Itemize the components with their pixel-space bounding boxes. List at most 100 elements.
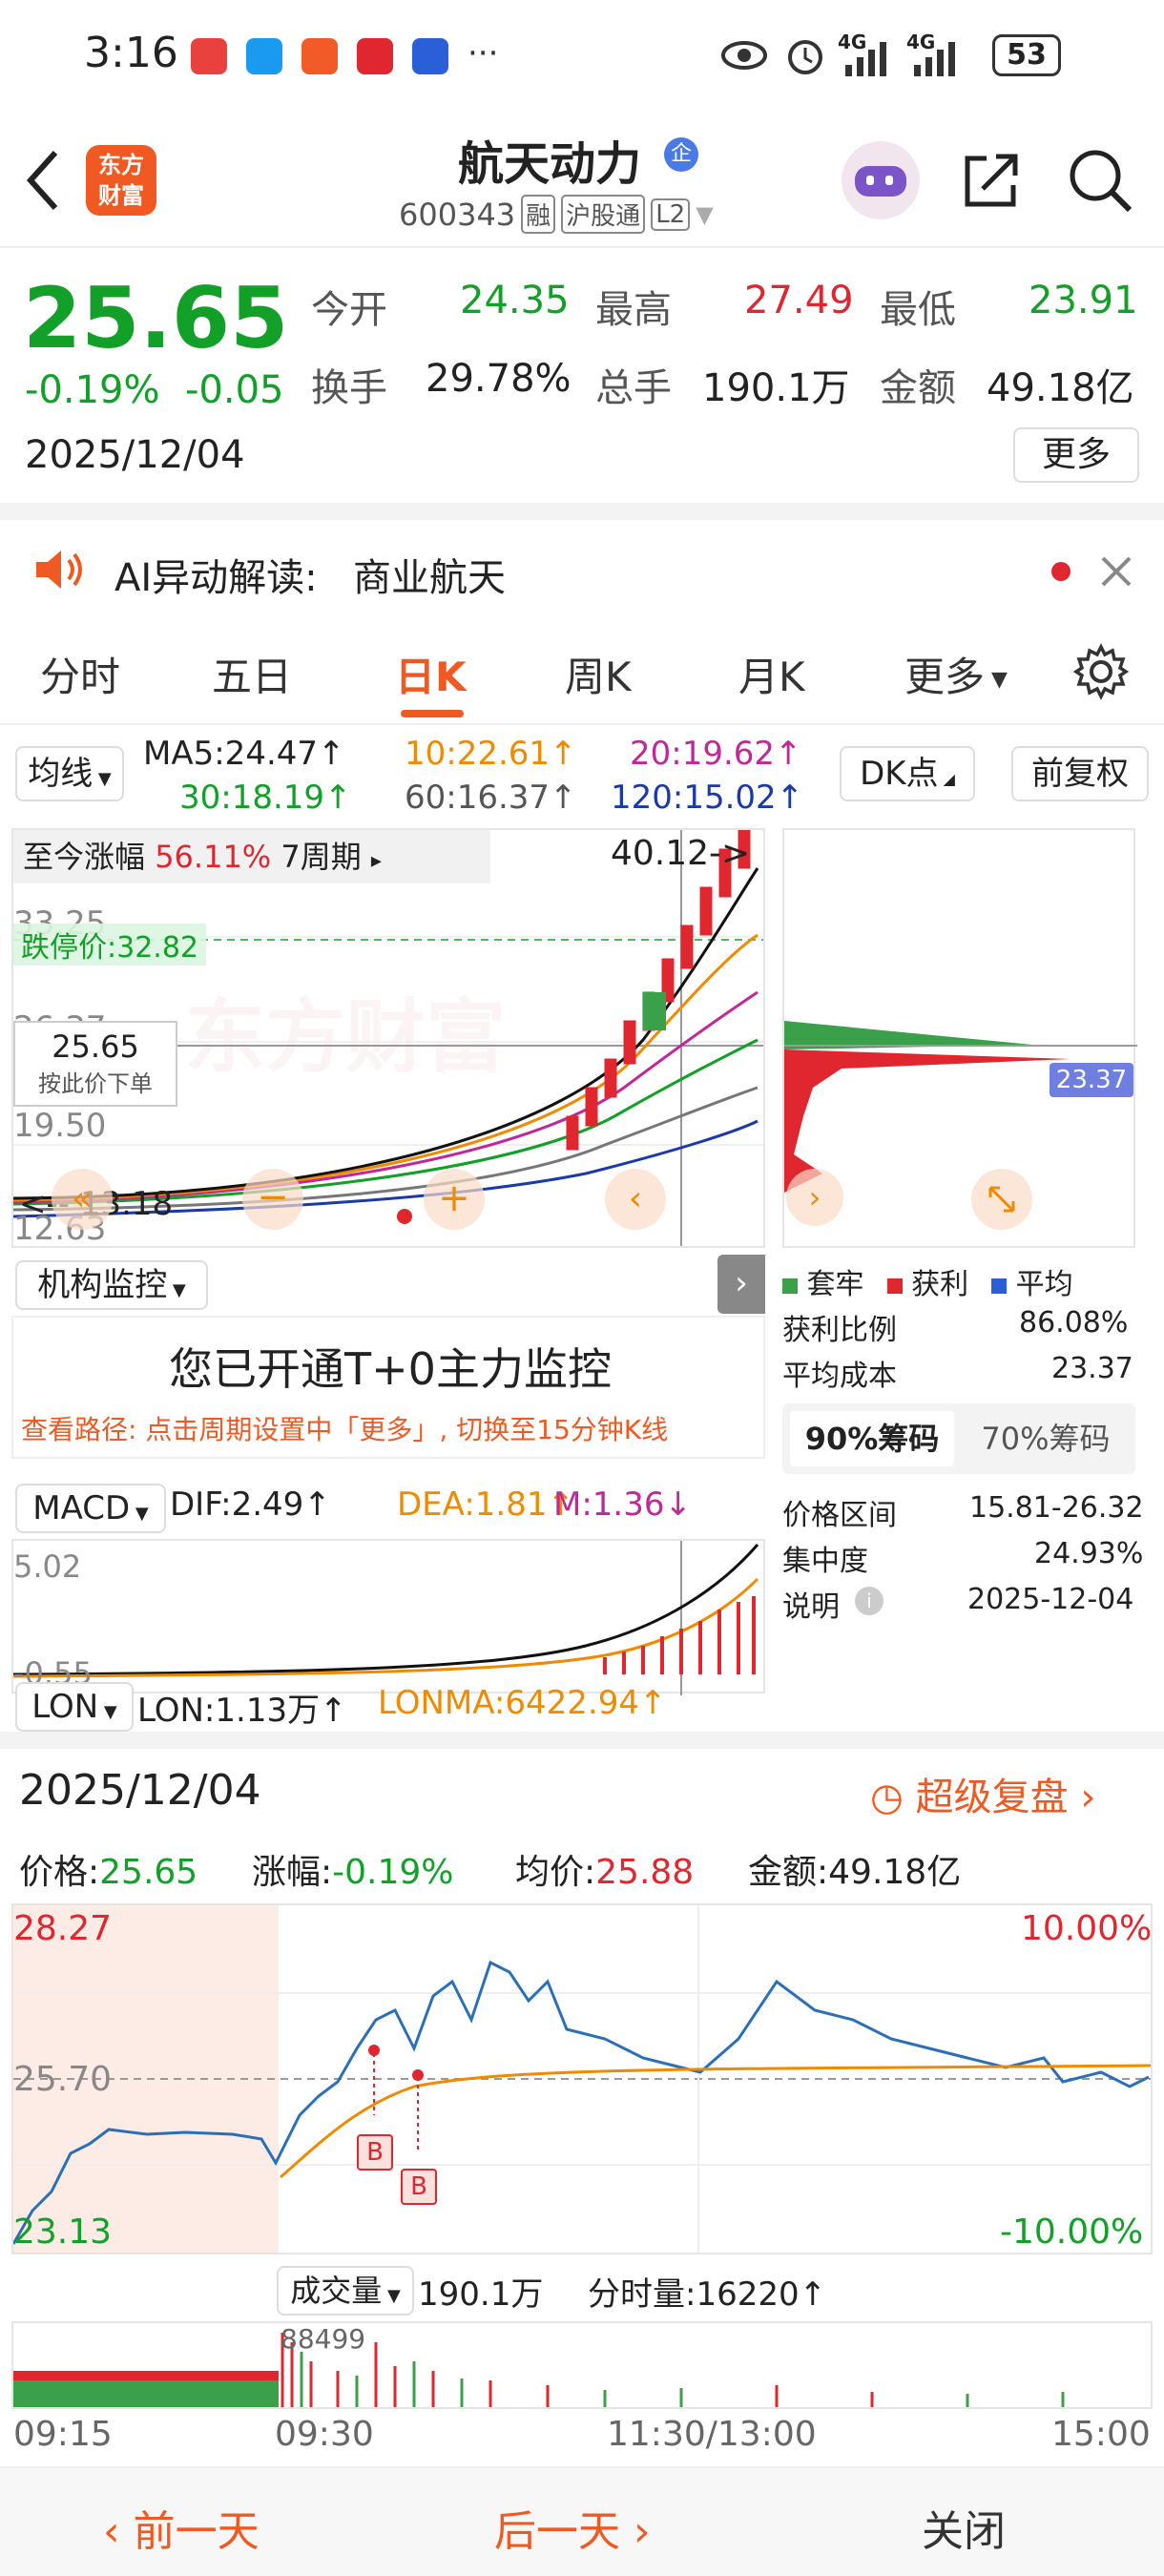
tab-monthly-k[interactable]: 月K bbox=[738, 654, 805, 700]
next-day-button[interactable]: 后一天 › bbox=[494, 2507, 651, 2556]
price-range-label: 价格区间 bbox=[782, 1499, 897, 1532]
lon-select[interactable]: LON ▼ bbox=[15, 1682, 134, 1732]
ai-assistant-avatar[interactable] bbox=[842, 141, 920, 219]
gain-since-badge[interactable]: 至今涨幅 56.11% 7周期 ▸ bbox=[13, 830, 490, 883]
company-badge-icon: 企 bbox=[664, 137, 698, 172]
eye-icon bbox=[721, 41, 767, 70]
tag-level2: L2 bbox=[651, 197, 691, 231]
buy-mark[interactable]: B bbox=[401, 2169, 437, 2205]
cursor-price-box[interactable]: 25.65 按此价下单 bbox=[13, 1021, 177, 1107]
tab-weekly-k[interactable]: 周K bbox=[565, 654, 632, 700]
chip-next-icon[interactable]: › bbox=[786, 1169, 843, 1226]
super-replay-button[interactable]: ◷ 超级复盘 › bbox=[870, 1776, 1096, 1819]
time-open: 09:30 bbox=[275, 2415, 374, 2454]
intraday-chg-row: 涨幅:-0.19% bbox=[252, 1844, 454, 1894]
logo-line2: 财富 bbox=[98, 182, 144, 209]
super-replay-label: 超级复盘 bbox=[915, 1776, 1069, 1819]
search-icon[interactable] bbox=[1067, 147, 1133, 214]
panel-expand-arrow-icon[interactable]: › bbox=[717, 1255, 765, 1314]
cursor-price: 25.65 bbox=[52, 1028, 139, 1065]
tab-more[interactable]: 更多 ▼ bbox=[904, 654, 1008, 700]
volume-plot bbox=[13, 2333, 1065, 2407]
legend-average: 平均 bbox=[991, 1260, 1073, 1302]
legend-profit: 获利 bbox=[886, 1260, 968, 1302]
adjust-button[interactable]: 前复权 bbox=[1011, 746, 1149, 801]
ai-banner-topic: 商业航天 bbox=[353, 556, 506, 600]
high-value: 27.49 bbox=[744, 279, 854, 322]
replay-clock-icon: ◷ bbox=[870, 1776, 904, 1819]
tab-intraday[interactable]: 分时 bbox=[40, 654, 121, 700]
concentration-value: 24.93% bbox=[1034, 1537, 1144, 1570]
price-value: 25.65 bbox=[99, 1853, 198, 1892]
zoom-in-icon[interactable]: + bbox=[424, 1169, 485, 1230]
intraday-price-row: 价格:25.65 bbox=[19, 1844, 197, 1894]
chip-tab-90[interactable]: 90%筹码 bbox=[790, 1411, 954, 1466]
macd-plot bbox=[13, 1541, 759, 1695]
lon-value: LON:1.13万↑ bbox=[137, 1692, 347, 1730]
buy-mark[interactable]: B bbox=[357, 2134, 393, 2171]
more-quote-button[interactable]: 更多 bbox=[1013, 427, 1139, 483]
ai-banner[interactable]: AI异动解读: 商业航天 bbox=[0, 520, 1164, 620]
kline-chart[interactable]: 东方财富 至今涨幅 56.11% 7周 bbox=[11, 828, 765, 1248]
zoom-out-icon[interactable]: − bbox=[242, 1169, 303, 1230]
chart-tabs: 分时 五日 日K 周K 月K 更多 ▼ bbox=[0, 620, 1164, 725]
previous-day-button[interactable]: ‹ 前一天 bbox=[103, 2507, 260, 2556]
dk-point-button[interactable]: DK点 ◢ bbox=[840, 746, 975, 801]
change-amount: -0.05 bbox=[185, 368, 284, 412]
intraday-pct-top: 10.00% bbox=[1021, 1909, 1153, 1948]
stock-code: 600343 bbox=[399, 196, 516, 233]
scroll-left-icon[interactable]: « bbox=[52, 1169, 113, 1230]
volume-select[interactable]: 成交量 ▼ bbox=[277, 2266, 414, 2316]
amount-value: 49.18亿 bbox=[987, 366, 1134, 410]
intraday-date: 2025/12/04 bbox=[19, 1766, 261, 1815]
ma20-value: 20:19.62↑ bbox=[630, 735, 802, 773]
avg-cost-value: 23.37 bbox=[1051, 1352, 1133, 1385]
intraday-plot bbox=[13, 1905, 1151, 2253]
current-price: 25.65 bbox=[23, 269, 289, 367]
signal-icon bbox=[845, 42, 886, 76]
time-open-auction: 09:15 bbox=[13, 2415, 113, 2454]
intraday-pct-bottom: -10.00% bbox=[1000, 2212, 1144, 2252]
macd-chart[interactable]: 5.02 -0.55 bbox=[11, 1539, 765, 1695]
macd-top: 5.02 bbox=[13, 1548, 82, 1585]
dif-value: DIF:2.49↑ bbox=[170, 1485, 331, 1524]
macd-select-label: MACD bbox=[32, 1489, 131, 1527]
t0-path: 查看路径: 点击周期设置中「更多」, 切换至15分钟K线 bbox=[21, 1414, 669, 1445]
news-app-icon bbox=[357, 38, 393, 74]
open-label: 今开 bbox=[311, 288, 387, 332]
note-label: 说明 bbox=[782, 1590, 840, 1624]
tab-five-day[interactable]: 五日 bbox=[212, 654, 293, 700]
institution-select[interactable]: 机构监控 ▼ bbox=[15, 1260, 208, 1310]
settings-gear-icon[interactable] bbox=[1072, 643, 1130, 700]
tab-daily-k[interactable]: 日K bbox=[395, 654, 467, 700]
status-time: 3:16 bbox=[84, 29, 178, 77]
back-arrow-icon[interactable] bbox=[23, 149, 61, 212]
message-app-icon bbox=[246, 38, 282, 74]
share-icon[interactable] bbox=[960, 149, 1023, 212]
institutional-panel: 机构监控 ▼ › 您已开通T+0主力监控 查看路径: 点击周期设置中「更多」, … bbox=[11, 1255, 765, 1541]
change-percent: -0.19% bbox=[25, 368, 160, 412]
chip-tab-70[interactable]: 70%筹码 bbox=[981, 1421, 1111, 1457]
volume-chart[interactable]: 88499 bbox=[11, 2321, 1153, 2409]
amt-label: 金额: bbox=[748, 1853, 829, 1892]
app-logo[interactable]: 东方 财富 bbox=[86, 145, 156, 216]
intraday-chart[interactable]: 28.27 25.70 23.13 10.00% -10.00% B B bbox=[11, 1903, 1153, 2254]
expand-icon[interactable] bbox=[971, 1169, 1032, 1230]
amt-value: 49.18亿 bbox=[828, 1853, 962, 1892]
open-value: 24.35 bbox=[460, 279, 570, 322]
chip-distribution[interactable]: 23.37 › bbox=[782, 828, 1137, 1248]
close-icon[interactable] bbox=[1099, 554, 1133, 589]
info-icon[interactable]: i bbox=[855, 1587, 883, 1615]
intraday-avg-row: 均价:25.88 bbox=[515, 1844, 694, 1894]
signal-label-2: 4G bbox=[906, 31, 936, 53]
next-day-label: 后一天 bbox=[494, 2507, 620, 2556]
ma-select[interactable]: 均线 ▼ bbox=[15, 746, 124, 801]
dropdown-caret-icon[interactable]: ▼ bbox=[696, 200, 714, 228]
avg-label: 均价: bbox=[515, 1853, 596, 1892]
quote-date: 2025/12/04 bbox=[25, 433, 245, 477]
intraday-y-bottom: 23.13 bbox=[13, 2212, 113, 2252]
macd-select[interactable]: MACD ▼ bbox=[15, 1484, 166, 1533]
close-button[interactable]: 关闭 bbox=[922, 2507, 1006, 2556]
signal-icon-2 bbox=[914, 42, 955, 76]
scroll-right-icon[interactable]: ‹ bbox=[605, 1169, 666, 1230]
